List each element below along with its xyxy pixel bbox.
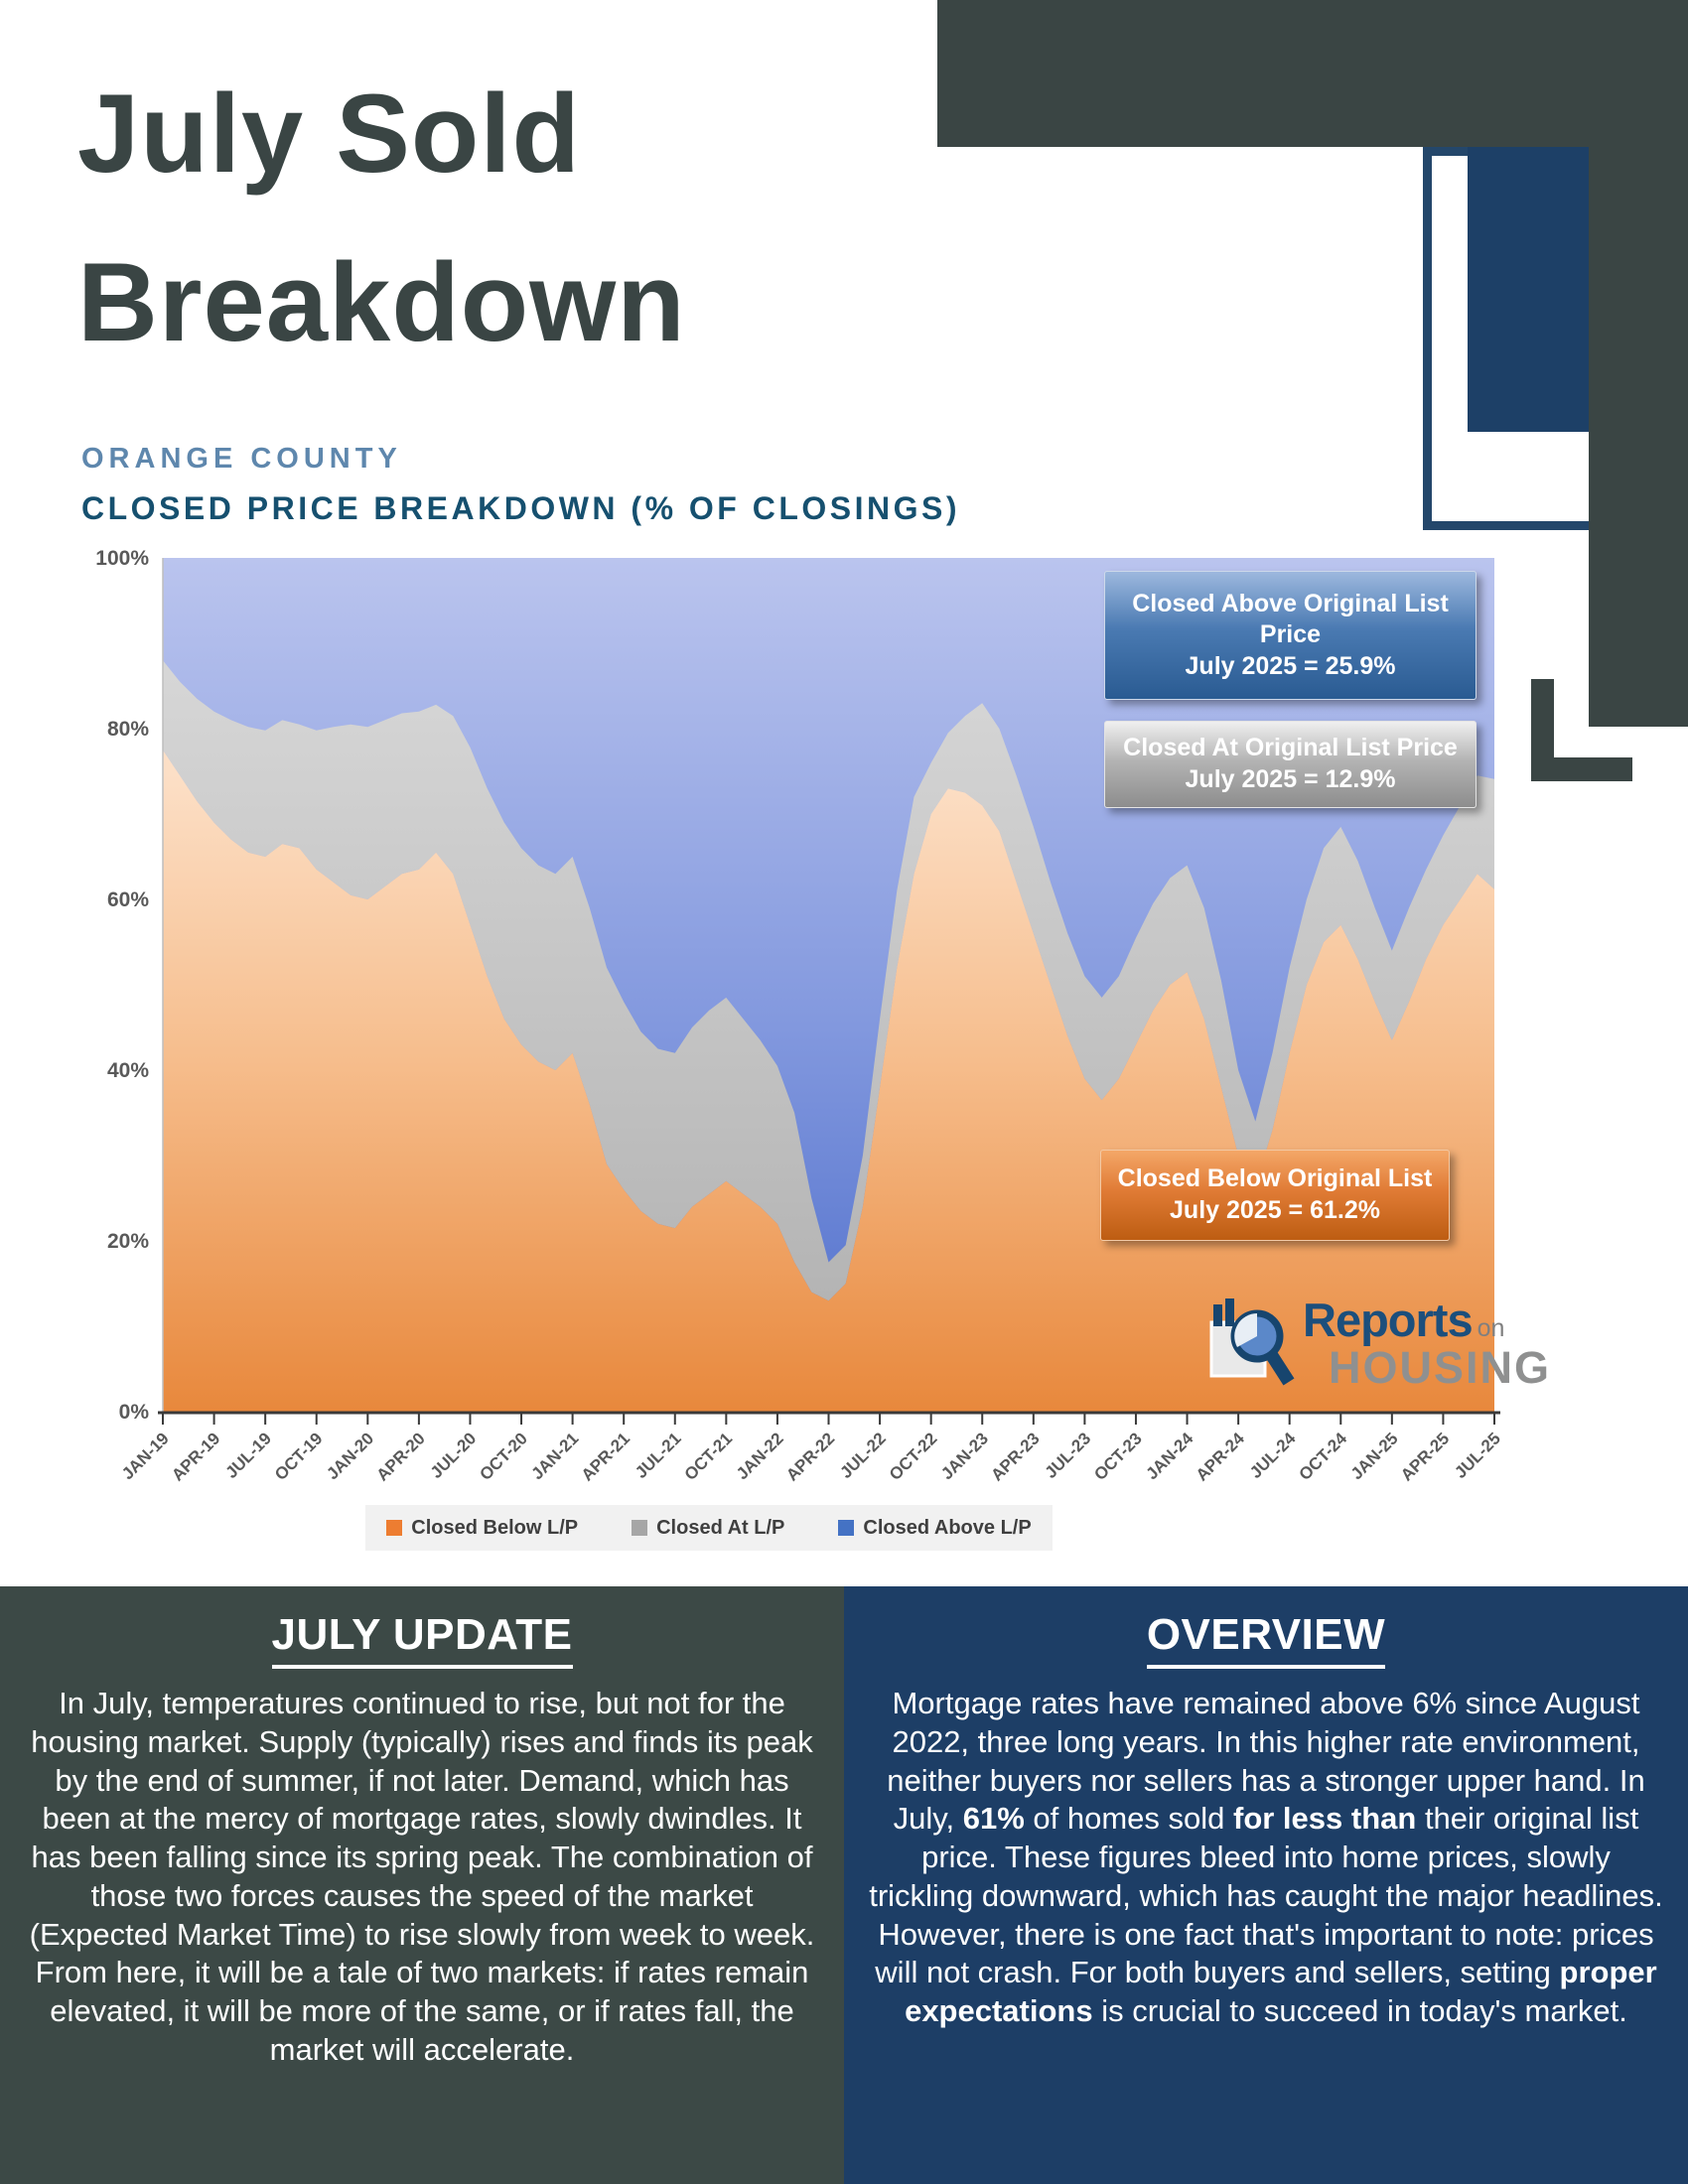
page-title: July Sold Breakdown <box>77 50 686 387</box>
callout-closed-below: Closed Below Original List July 2025 = 6… <box>1100 1150 1450 1241</box>
subtitle-county: ORANGE COUNTY <box>81 443 402 475</box>
callout-closed-at-value: July 2025 = 12.9% <box>1185 765 1396 794</box>
legend-swatch <box>838 1520 855 1536</box>
logo-reports: Reports <box>1303 1294 1474 1346</box>
overview-heading: OVERVIEW <box>1146 1610 1386 1669</box>
legend-swatch <box>386 1520 403 1536</box>
svg-text:20%: 20% <box>107 1230 149 1253</box>
svg-text:80%: 80% <box>107 718 149 741</box>
callout-closed-below-title: Closed Below Original List <box>1117 1164 1433 1193</box>
decor-corner-bracket <box>1531 679 1554 781</box>
svg-text:APR-21: APR-21 <box>578 1429 633 1484</box>
svg-text:APR-20: APR-20 <box>373 1429 429 1484</box>
callout-closed-above: Closed Above Original List Price July 20… <box>1104 571 1477 700</box>
decor-corner-bracket <box>1531 757 1632 781</box>
svg-text:OCT-21: OCT-21 <box>681 1429 737 1484</box>
callout-closed-below-value: July 2025 = 61.2% <box>1170 1196 1380 1225</box>
svg-text:APR-25: APR-25 <box>1397 1429 1453 1484</box>
decor-top-bar <box>937 0 1688 147</box>
overview-panel: OVERVIEW Mortgage rates have remained ab… <box>844 1586 1688 2184</box>
svg-text:OCT-23: OCT-23 <box>1090 1429 1146 1484</box>
svg-text:JUL-23: JUL-23 <box>1042 1429 1095 1482</box>
svg-text:JAN-19: JAN-19 <box>118 1429 173 1483</box>
svg-text:OCT-20: OCT-20 <box>476 1429 531 1484</box>
svg-text:APR-19: APR-19 <box>168 1429 223 1484</box>
svg-text:OCT-22: OCT-22 <box>886 1429 941 1484</box>
svg-text:JUL-19: JUL-19 <box>221 1429 275 1482</box>
logo-on: on <box>1477 1314 1505 1342</box>
svg-text:100%: 100% <box>95 547 149 570</box>
decor-navy-square <box>1468 147 1602 432</box>
svg-text:60%: 60% <box>107 888 149 911</box>
svg-text:40%: 40% <box>107 1059 149 1082</box>
svg-text:0%: 0% <box>119 1401 150 1424</box>
svg-text:OCT-24: OCT-24 <box>1296 1429 1351 1484</box>
callout-closed-at-title: Closed At Original List Price <box>1123 734 1458 762</box>
svg-text:APR-22: APR-22 <box>782 1429 838 1484</box>
svg-text:JAN-20: JAN-20 <box>323 1429 377 1483</box>
overview-body: Mortgage rates have remained above 6% si… <box>869 1686 1663 2028</box>
legend-swatch <box>632 1520 648 1536</box>
svg-text:JAN-25: JAN-25 <box>1347 1429 1402 1483</box>
logo-text: Reports on HOUSING <box>1303 1297 1551 1390</box>
page-title-line1: July Sold <box>77 71 581 196</box>
callout-closed-above-value: July 2025 = 25.9% <box>1185 652 1396 680</box>
logo-housing: HOUSING <box>1329 1342 1552 1393</box>
legend-item: Closed Below L/P <box>386 1517 578 1540</box>
july-update-body: In July, temperatures continued to rise,… <box>29 1686 815 2067</box>
reports-on-housing-logo: Reports on HOUSING <box>1205 1297 1551 1392</box>
svg-text:OCT-19: OCT-19 <box>271 1429 327 1484</box>
july-update-panel: JULY UPDATE In July, temperatures contin… <box>0 1586 844 2184</box>
svg-text:JAN-24: JAN-24 <box>1142 1429 1196 1483</box>
callout-closed-at: Closed At Original List Price July 2025 … <box>1104 721 1477 808</box>
callout-closed-above-title: Closed Above Original List Price <box>1132 589 1449 648</box>
svg-text:JUL-24: JUL-24 <box>1246 1429 1300 1482</box>
svg-text:JUL-22: JUL-22 <box>836 1429 890 1482</box>
svg-text:JUL-25: JUL-25 <box>1451 1429 1504 1482</box>
svg-text:JAN-22: JAN-22 <box>733 1429 787 1483</box>
page-title-line2: Breakdown <box>77 240 686 365</box>
legend-item: Closed At L/P <box>632 1517 784 1540</box>
magnifier-pie-icon <box>1209 1298 1295 1386</box>
decor-right-bar <box>1589 0 1688 727</box>
svg-text:APR-24: APR-24 <box>1193 1429 1249 1485</box>
chart-heading: CLOSED PRICE BREAKDOWN (% OF CLOSINGS) <box>81 490 961 526</box>
svg-text:JAN-23: JAN-23 <box>937 1429 992 1483</box>
july-update-heading: JULY UPDATE <box>271 1610 573 1669</box>
legend-item: Closed Above L/P <box>838 1517 1032 1540</box>
svg-text:JAN-21: JAN-21 <box>528 1429 583 1483</box>
svg-text:JUL-21: JUL-21 <box>632 1429 685 1482</box>
svg-text:APR-23: APR-23 <box>987 1429 1043 1484</box>
svg-text:JUL-20: JUL-20 <box>427 1429 481 1482</box>
chart-legend: Closed Below L/P Closed At L/P Closed Abov… <box>365 1505 1053 1551</box>
bottom-section: JULY UPDATE In July, temperatures contin… <box>0 1586 1688 2184</box>
